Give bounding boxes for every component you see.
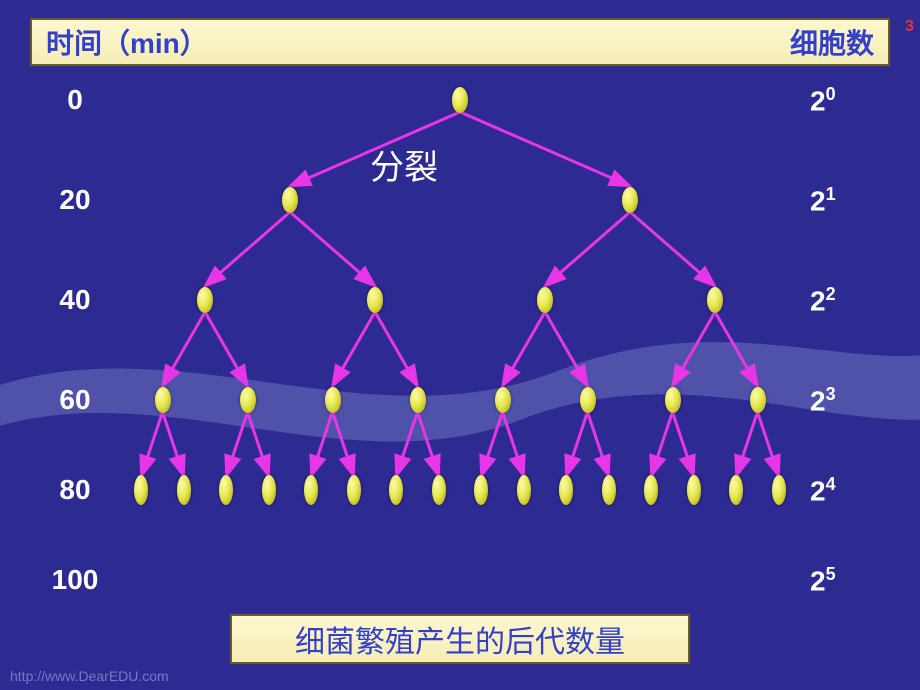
cell-node: [240, 387, 256, 413]
cell-node: [474, 475, 488, 505]
cell-node: [367, 287, 383, 313]
cell-node: [155, 387, 171, 413]
bottom-title-bar: 细菌繁殖产生的后代数量: [230, 614, 690, 664]
cell-node: [134, 475, 148, 505]
cell-node: [262, 475, 276, 505]
cell-node: [665, 387, 681, 413]
cell-node: [432, 475, 446, 505]
cell-node: [537, 287, 553, 313]
slide-number: 3: [905, 18, 914, 36]
cell-node: [559, 475, 573, 505]
cell-node: [219, 475, 233, 505]
bottom-title-text: 细菌繁殖产生的后代数量: [295, 617, 625, 661]
cell-node: [772, 475, 786, 505]
watermark: http://www.DearEDU.com: [10, 668, 169, 684]
cell-node: [729, 475, 743, 505]
cell-node: [707, 287, 723, 313]
cell-node: [495, 387, 511, 413]
tree-diagram: 分裂: [0, 70, 920, 610]
header-count-label: 细胞数: [790, 22, 874, 62]
cell-node: [410, 387, 426, 413]
cell-node: [347, 475, 361, 505]
cell-node: [602, 475, 616, 505]
cell-node: [750, 387, 766, 413]
cell-node: [325, 387, 341, 413]
cell-node: [177, 475, 191, 505]
cell-node: [452, 87, 468, 113]
cell-node: [389, 475, 403, 505]
cell-node: [282, 187, 298, 213]
cell-node: [622, 187, 638, 213]
header-time-label: 时间（min）: [46, 22, 208, 62]
header-bar: 时间（min） 细胞数: [30, 18, 890, 66]
cell-node: [197, 287, 213, 313]
split-label: 分裂: [370, 140, 438, 189]
cell-node: [687, 475, 701, 505]
cell-node: [580, 387, 596, 413]
cell-node: [644, 475, 658, 505]
cell-node: [304, 475, 318, 505]
cell-node: [517, 475, 531, 505]
tree-arrows: [0, 70, 920, 610]
